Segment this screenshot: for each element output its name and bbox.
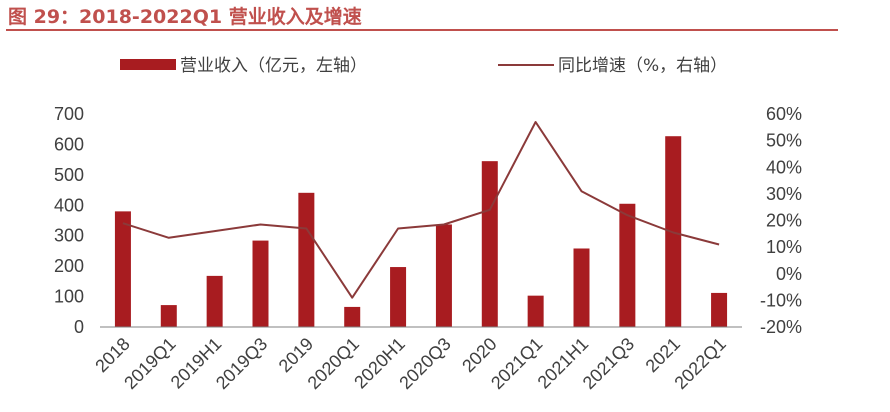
x-tick-label: 2019 (275, 334, 317, 376)
legend-bar-swatch (120, 59, 176, 70)
left-tick-label: 500 (54, 165, 84, 185)
x-tick-label: 2020 (458, 334, 500, 376)
right-tick-label: -20% (760, 317, 802, 337)
right-tick-label: 30% (766, 184, 802, 204)
right-tick-label: 20% (766, 211, 802, 231)
bar-series (114, 136, 728, 327)
left-tick-label: 600 (54, 134, 84, 154)
right-tick-label: 40% (766, 157, 802, 177)
right-tick-label: 50% (766, 131, 802, 151)
left-tick-label: 200 (54, 256, 84, 276)
revenue-bar (344, 306, 361, 327)
revenue-bar (527, 295, 544, 327)
x-tick-label: 2020Q1 (304, 334, 363, 393)
legend: 营业收入（亿元，左轴） 同比增速（%，右轴） (120, 56, 727, 76)
x-tick-label: 2022Q1 (670, 334, 729, 393)
x-tick-label: 2019Q3 (212, 334, 271, 393)
right-tick-label: 0% (776, 264, 802, 284)
growth-line-series (122, 121, 720, 299)
left-axis-ticks: 0 100 200 300 400 500 600 700 (54, 104, 84, 337)
left-tick-label: 100 (54, 287, 84, 307)
right-axis-ticks: -20% -10% 0% 10% 20% 30% 40% 50% 60% (760, 104, 802, 337)
x-tick-label: 2020Q3 (395, 334, 454, 393)
x-tick-label: 2021Q3 (579, 334, 638, 393)
revenue-bar (114, 211, 131, 327)
revenue-bar (435, 224, 452, 327)
revenue-bar (711, 292, 728, 327)
left-tick-label: 700 (54, 104, 84, 124)
legend-bar-label: 营业收入（亿元，左轴） (180, 56, 367, 76)
left-tick-label: 0 (74, 317, 84, 337)
revenue-bar (206, 275, 223, 327)
right-tick-label: 60% (766, 104, 802, 124)
legend-line-label: 同比增速（%，右轴） (558, 56, 727, 76)
revenue-bar (619, 203, 636, 327)
revenue-bar (573, 248, 590, 327)
revenue-bar (160, 305, 177, 327)
x-tick-label: 2021Q1 (487, 334, 546, 393)
figure-title: 图 29：2018-2022Q1 营业收入及增速 (8, 6, 362, 28)
x-tick-label: 2019Q1 (120, 334, 179, 393)
right-tick-label: -10% (760, 290, 802, 310)
revenue-bar (298, 192, 315, 327)
title-rule (6, 29, 838, 31)
growth-line (122, 121, 720, 299)
right-tick-label: 10% (766, 237, 802, 257)
x-tick-label: 2021 (642, 334, 684, 376)
left-tick-label: 300 (54, 226, 84, 246)
revenue-bar (481, 161, 498, 327)
left-tick-label: 400 (54, 195, 84, 215)
revenue-bar (390, 267, 407, 327)
x-tick-label: 2018 (91, 334, 133, 376)
revenue-bar (252, 240, 269, 327)
